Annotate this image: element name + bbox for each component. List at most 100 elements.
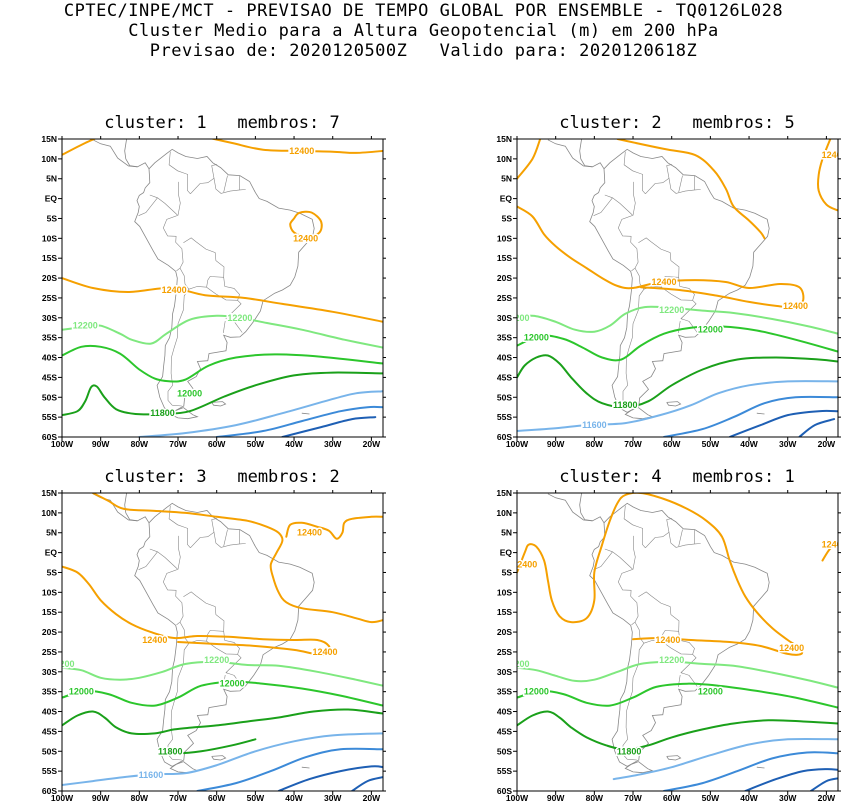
lat-tick-label: 20S [42,273,57,283]
lat-tick-label: 45S [42,372,57,382]
coastline [92,493,138,522]
coastline [624,761,654,774]
coastline [124,139,150,170]
lat-tick-label: EQ [45,194,58,204]
lat-tick-label: 15N [496,134,512,144]
lat-tick-label: 10S [42,233,57,243]
contour-line [616,139,766,240]
contour-line [744,768,838,791]
contour-line [62,371,383,417]
contour-label: 11800 [150,408,175,418]
country-border [645,177,701,195]
coastline [169,407,199,420]
map-panel-4: 12400 12400 12400 12400 12200 12200 12000 12000… [496,488,841,803]
lat-tick-label: 60S [497,432,512,442]
lat-tick-label: 55S [497,412,512,422]
country-border [623,505,646,548]
lat-tick-label: 50S [42,746,57,756]
contour-label: 12200 [49,659,74,669]
lon-tick-label: 50W [702,793,720,803]
contour-line [161,738,257,755]
country-border [604,548,633,570]
contour-line [196,747,383,791]
lat-tick-label: 5N [501,174,512,184]
lon-tick-label: 60W [208,793,226,803]
coastline [579,139,605,170]
contour-line [517,354,838,409]
map-frame [61,138,384,438]
lat-tick-label: 5S [502,567,513,577]
contour-line [62,660,383,687]
contour-line [351,776,383,791]
country-border [162,181,184,272]
contour-label: 11800 [613,400,638,410]
contour-line [277,765,383,791]
lat-tick-label: 5N [46,528,57,538]
contour-line [91,493,383,624]
lon-tick-label: 60W [663,793,681,803]
contour-label: 12400 [312,647,337,657]
contour-line [289,210,323,238]
lat-tick-label: 30S [42,313,57,323]
contour-line [517,682,838,709]
lon-tick-label: 100W [506,439,529,449]
country-border [617,535,639,626]
lat-tick-label: 5N [501,528,512,538]
country-border [223,320,226,333]
lat-tick-label: 35S [497,687,512,697]
lon-tick-label: 30W [779,793,797,803]
country-border [162,535,184,626]
contour-line [62,314,383,349]
contour-label: 12400 [779,643,804,653]
map-panel-2-content: 12400 12400 12400 12200 12200 12000 12000 11800… [504,139,847,437]
country-border [225,672,243,687]
lon-tick-label: 90W [547,439,565,449]
lat-tick-label: 25S [497,293,512,303]
lat-tick-label: 10S [497,587,512,597]
contour-label: 12000 [69,687,94,697]
contour-label: 12000 [524,687,549,697]
lat-tick-label: 35S [42,687,57,697]
coastline [579,493,605,524]
contour-line [809,777,838,791]
contour-label: 12400 [822,150,847,160]
header-line-1: CPTEC/INPE/MCT - PREVISAO DE TEMPO GLOBA… [63,1,784,21]
lat-tick-label: 5S [47,567,58,577]
lon-tick-label: 70W [624,793,642,803]
lat-tick-label: 60S [42,786,57,796]
country-border [645,531,701,549]
contour-line [612,737,838,781]
contour-line [215,405,383,437]
coastline [756,412,765,415]
contour-line [663,395,838,437]
lat-tick-label: 5N [46,174,57,184]
contour-line [285,515,383,540]
contour-line [138,390,383,437]
lat-tick-label: 40S [497,707,512,717]
lat-tick-label: 15N [41,134,57,144]
lon-tick-label: 60W [663,439,681,449]
contour-label: 12200 [504,313,529,323]
lat-tick-label: 60S [497,786,512,796]
contour-line [517,139,542,180]
country-border [206,631,240,655]
lat-tick-label: 45S [497,726,512,736]
contour-line [517,325,838,362]
country-border [138,551,158,570]
country-border [168,505,191,548]
contour-line [209,139,383,154]
coastline [92,139,138,168]
lon-tick-label: 20W [363,793,381,803]
lon-tick-label: 20W [363,439,381,449]
contour-label: 12200 [659,305,684,315]
country-border [223,175,228,193]
country-border [223,674,226,687]
contour-label: 12400 [512,560,537,570]
lat-tick-label: 55S [42,766,57,776]
contour-line [281,416,377,437]
lat-tick-label: 20S [42,627,57,637]
lon-tick-label: 20W [818,439,836,449]
country-border [167,267,190,407]
